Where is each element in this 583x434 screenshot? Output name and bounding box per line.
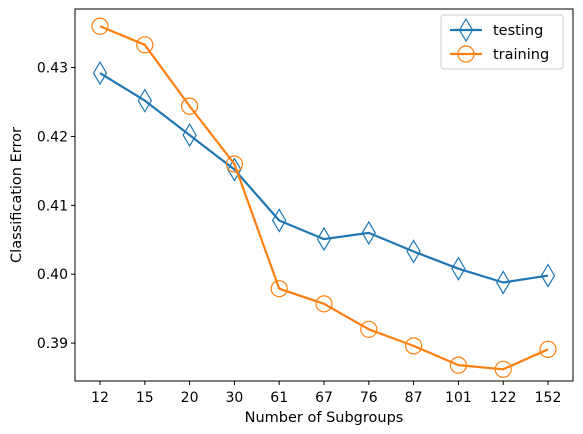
x-tick-label-61: 61 [270, 390, 288, 406]
y-tick-label-0.40: 0.40 [37, 267, 68, 283]
x-tick-label-20: 20 [181, 390, 199, 406]
point-testing-67 [316, 226, 332, 252]
series-testing [92, 60, 556, 295]
x-tick-label-122: 122 [490, 390, 517, 406]
x-tick-label-67: 67 [315, 390, 333, 406]
legend-marker-training [457, 45, 475, 63]
y-tick-label-0.41: 0.41 [37, 198, 68, 214]
point-training-67 [315, 295, 333, 313]
point-training-101 [449, 356, 467, 374]
point-training-122 [494, 360, 512, 378]
point-testing-122 [496, 270, 511, 295]
x-tick-label-12: 12 [91, 390, 109, 406]
series-layer [91, 17, 557, 378]
series-line-testing [99, 72, 549, 284]
point-training-30 [225, 155, 243, 173]
legend-label-testing: testing [493, 23, 543, 39]
x-tick-label-101: 101 [445, 390, 472, 406]
series-training [91, 17, 557, 378]
x-tick-label-15: 15 [136, 390, 154, 406]
x-axis-label: Number of Subgroups [245, 410, 404, 426]
point-testing-101 [451, 256, 466, 281]
y-axis-label: Classification Error [9, 127, 25, 263]
point-testing-12 [92, 60, 108, 86]
x-tick-label-87: 87 [405, 390, 423, 406]
legend-entry-training: training [450, 45, 549, 63]
point-testing-152 [540, 263, 556, 288]
legend-label-training: training [493, 47, 549, 63]
point-training-76 [360, 320, 378, 338]
y-tick-label-0.43: 0.43 [37, 61, 68, 77]
point-testing-30 [227, 157, 242, 182]
point-training-61 [270, 280, 288, 298]
x-tick-label-76: 76 [360, 390, 378, 406]
series-line-training [99, 25, 549, 371]
point-training-87 [405, 337, 423, 355]
y-tick-label-0.42: 0.42 [37, 129, 68, 145]
point-training-15 [136, 36, 154, 54]
point-training-152 [539, 340, 557, 358]
point-testing-20 [182, 122, 197, 148]
y-axis: 0.39 0.40 0.41 0.42 0.43 [37, 61, 75, 352]
x-tick-label-30: 30 [225, 390, 243, 406]
point-training-12 [91, 17, 109, 35]
point-testing-61 [272, 208, 287, 233]
point-testing-76 [361, 220, 376, 246]
point-testing-87 [406, 239, 421, 264]
y-tick-label-0.39: 0.39 [37, 336, 68, 352]
x-axis: 12 15 20 30 61 67 76 87 101 122 152 [91, 381, 561, 406]
legend-marker-testing [458, 17, 474, 43]
legend-entry-testing: testing [450, 17, 543, 43]
legend: testing training [440, 14, 564, 70]
point-testing-15 [137, 88, 152, 113]
x-tick-label-152: 152 [535, 390, 562, 406]
point-training-20 [181, 97, 199, 115]
